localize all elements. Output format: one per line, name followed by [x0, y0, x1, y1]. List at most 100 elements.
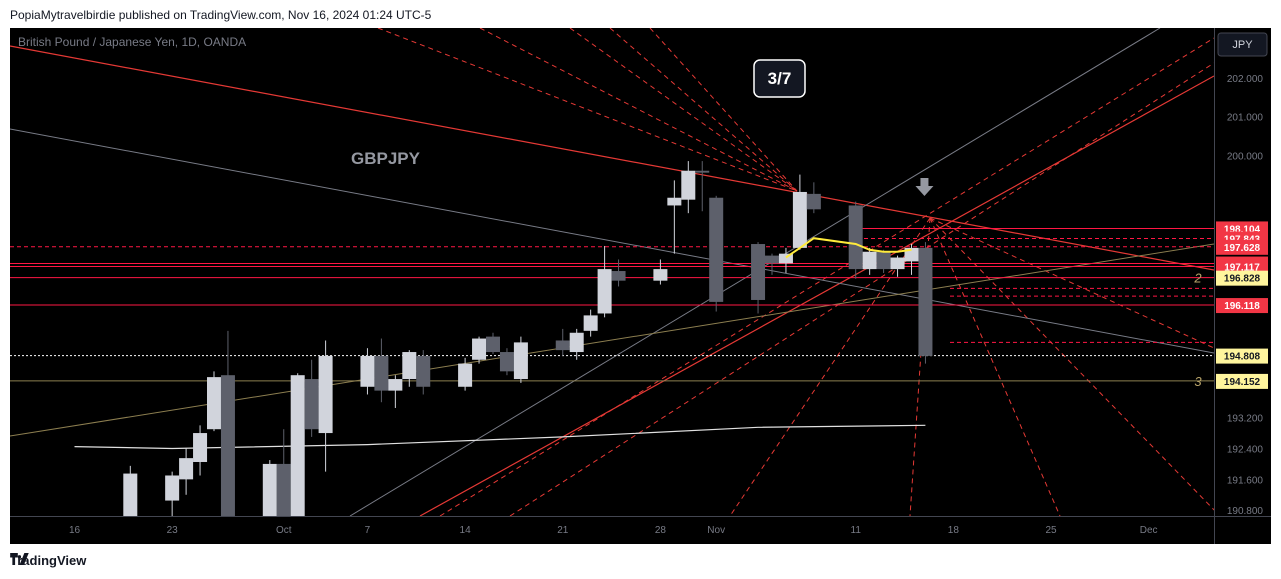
x-tick-label-3: 7: [365, 525, 371, 536]
candle-body-5: [220, 375, 235, 516]
fan-line-1: [479, 28, 798, 192]
candle-body-15: [416, 355, 431, 387]
candle-body-22: [569, 332, 584, 353]
candle-body-25: [611, 271, 626, 281]
candle-body-39: [890, 257, 905, 270]
candle-body-35: [806, 193, 821, 210]
support-trendline: [419, 75, 1214, 516]
candle-body-1: [165, 475, 180, 501]
x-tick-label-8: 11: [851, 525, 862, 536]
x-tick-label-0: 16: [69, 525, 81, 536]
fan-line-2: [569, 28, 798, 192]
candle-body-30: [709, 197, 724, 302]
candle-body-29: [695, 170, 710, 173]
price-label-6: 196.118: [1224, 301, 1260, 312]
y-tick-label-1: 201.000: [1227, 113, 1264, 124]
watermark-symbol: GBPJPY: [351, 149, 421, 168]
candle-body-20: [513, 342, 528, 380]
fan-right-dashed: [929, 217, 1214, 349]
grey-trendline-down: [10, 128, 1214, 354]
x-tick-label-1: 23: [167, 525, 179, 536]
badge-text: 3/7: [768, 69, 792, 88]
candle-body-21: [555, 340, 570, 351]
candle-body-28: [681, 170, 696, 200]
y-tick-label-0: 202.000: [1227, 74, 1264, 85]
price-label-5: 196.828: [1224, 274, 1261, 285]
candle-body-34: [792, 191, 807, 248]
y-tick-label-2: 200.000: [1227, 151, 1264, 162]
x-tick-label-6: 28: [655, 525, 667, 536]
fan-down-line-2: [929, 217, 1061, 516]
x-tick-label-7: Nov: [707, 525, 725, 536]
sma-line: [74, 424, 926, 450]
candle-body-23: [583, 315, 598, 331]
candle-body-14: [402, 352, 417, 380]
resistance-trendline: [10, 45, 1214, 271]
chart-area[interactable]: 2 3 British Pound / Japanese Yen, 1D, OAND…: [10, 28, 1271, 544]
candle-body-16: [458, 363, 473, 387]
fan-up-dashed-1: [439, 37, 1214, 516]
ema-line: [785, 237, 912, 259]
price-label-4: 197.117: [1224, 263, 1260, 274]
drawings-layer: [10, 28, 1214, 516]
candle-body-4: [207, 377, 221, 430]
candle-body-18: [486, 336, 500, 353]
candles-group: [123, 161, 933, 516]
price-label-0: 198.104: [1224, 224, 1261, 235]
badge-box: [753, 59, 806, 98]
y-tick-label-5: 191.600: [1227, 475, 1264, 486]
candle-body-11: [360, 355, 375, 387]
candle-body-13: [388, 379, 403, 391]
y-tick-label-6: 190.800: [1227, 506, 1264, 517]
price-label-box-8: [1216, 373, 1268, 389]
candle-body-8: [290, 375, 305, 516]
x-tick-label-2: Oct: [276, 525, 292, 536]
level-mark-1: 3: [1194, 374, 1202, 389]
tradingview-logo-icon: [10, 553, 29, 565]
candle-body-7: [276, 463, 291, 516]
candle-body-19: [499, 352, 514, 372]
price-label-8: 194.152: [1224, 377, 1261, 388]
currency-label: JPY: [1232, 39, 1253, 51]
candle-body-6: [262, 463, 277, 516]
x-tick-label-11: Dec: [1140, 525, 1158, 536]
candle-body-37: [862, 251, 877, 270]
x-tick-label-4: 14: [460, 525, 472, 536]
fan-down-line-3: [929, 217, 1214, 511]
symbol-label: British Pound / Japanese Yen, 1D, OANDA: [18, 35, 246, 49]
level-mark-0: 2: [1193, 271, 1202, 286]
footer-brand-text: TradingView: [10, 553, 87, 568]
candle-body-41: [918, 247, 933, 356]
fan-line-0: [377, 28, 798, 192]
candle-body-3: [193, 433, 208, 462]
candle-body-32: [765, 255, 779, 264]
candle-body-0: [123, 473, 138, 516]
candle-body-10: [318, 355, 333, 434]
fan-line-3: [609, 28, 798, 192]
price-label-box-2: [1216, 239, 1268, 255]
x-tick-label-9: 18: [948, 525, 960, 536]
x-tick-label-5: 21: [557, 525, 569, 536]
candle-body-38: [876, 251, 891, 270]
y-tick-label-4: 192.400: [1227, 444, 1264, 455]
fan-line-4: [649, 28, 798, 192]
candle-body-24: [597, 269, 612, 314]
candle-body-9: [304, 379, 319, 430]
footer-brand: TradingView: [10, 553, 86, 568]
x-tick-label-10: 25: [1045, 525, 1057, 536]
price-label-2: 197.628: [1224, 243, 1261, 254]
fan-down-line-0: [729, 217, 931, 516]
price-label-box-7: [1216, 348, 1268, 364]
candle-body-12: [374, 355, 389, 391]
price-label-box-6: [1216, 298, 1268, 314]
candle-body-27: [667, 197, 682, 206]
candle-body-17: [472, 338, 487, 360]
candle-body-31: [751, 244, 766, 300]
currency-button: [1217, 32, 1268, 57]
y-tick-label-3: 193.200: [1227, 414, 1264, 425]
candle-body-2: [179, 458, 194, 480]
price-label-7: 194.808: [1224, 352, 1261, 363]
price-label-box-5: [1216, 270, 1268, 286]
candle-body-26: [653, 269, 668, 281]
